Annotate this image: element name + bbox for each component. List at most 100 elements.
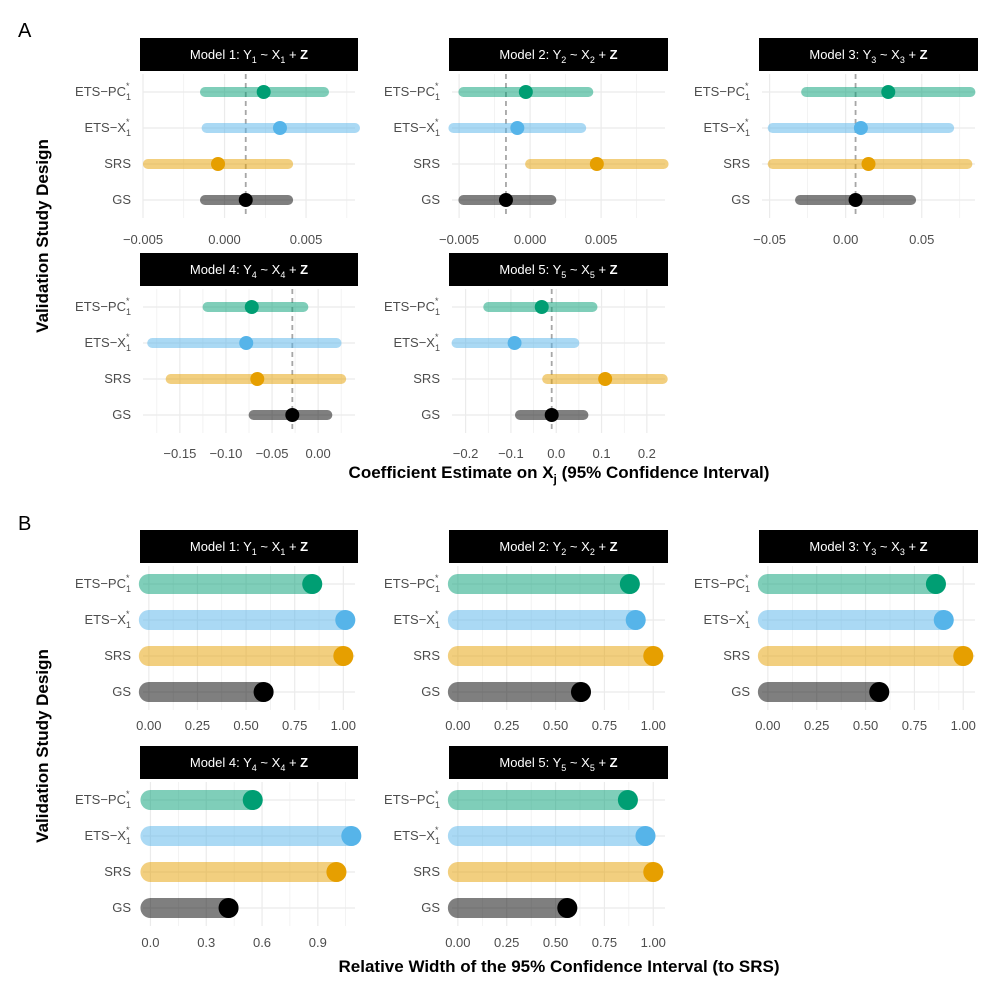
y-tick-label: GS — [421, 684, 440, 699]
x-tick-label: 0.00 — [445, 935, 470, 950]
x-tick-label: 0.0 — [141, 935, 159, 950]
estimate-point — [250, 372, 265, 386]
x-tick-label: 0.00 — [445, 718, 470, 733]
facet-strip-label: Model 3: Y3 ~ X3 + Z — [809, 539, 927, 557]
panel-B: B Validation Study Design Relative Width o… — [18, 513, 978, 976]
y-tick-label: GS — [731, 192, 750, 207]
panel-tag: B — [18, 513, 31, 535]
facet-strip — [449, 530, 668, 563]
facet-model-5: Model 5: Y5 ~ X5 + Z −0.2 −0.1 0.0 0.1 0.2 ETS… — [384, 253, 668, 461]
x-tick-label: −0.05 — [256, 446, 289, 461]
y-tick-label: ETS−PC1* — [75, 81, 131, 102]
y-tick-label: ETS−PC1* — [384, 296, 440, 317]
x-tick-label: 1.00 — [641, 718, 666, 733]
y-tick-label: GS — [112, 684, 131, 699]
facet-strip-label: Model 2: Y2 ~ X2 + Z — [499, 539, 617, 557]
y-tick-label: ETS−X1* — [84, 825, 131, 846]
width-point — [625, 610, 646, 630]
x-tick-label: 0.00 — [305, 446, 330, 461]
y-tick-label: ETS−X1* — [703, 609, 750, 630]
y-axis-title: Validation Study Design — [33, 649, 52, 843]
x-tick-label: 0.00 — [833, 232, 858, 247]
facet-strip-label: Model 1: Y1 ~ X1 + Z — [190, 539, 308, 557]
estimate-point — [510, 121, 525, 135]
estimate-point — [598, 372, 613, 386]
estimate-point — [244, 300, 259, 314]
x-tick-label: −0.2 — [453, 446, 479, 461]
y-tick-label: ETS−PC1* — [694, 81, 750, 102]
x-tick-label: 0.50 — [543, 935, 568, 950]
x-tick-label: −0.005 — [439, 232, 479, 247]
x-tick-label: 0.6 — [253, 935, 271, 950]
panel-A: A Validation Study Design Coefficient Esti… — [18, 20, 978, 486]
x-tick-label: 0.50 — [233, 718, 258, 733]
facet-strip-label: Model 4: Y4 ~ X4 + Z — [190, 755, 308, 773]
facet-strip — [140, 253, 358, 286]
width-point — [869, 682, 890, 702]
facet-model-5: Model 5: Y5 ~ X5 + Z 0.00 0.25 0.50 0.75 1.00… — [384, 746, 668, 950]
facet-model-4: Model 4: Y4 ~ X4 + Z −0.15 −0.10 −0.05 0.00 E… — [75, 253, 358, 461]
y-tick-label: ETS−PC1* — [694, 573, 750, 594]
width-point — [925, 574, 946, 594]
width-point — [242, 790, 263, 810]
estimate-point — [861, 157, 876, 171]
estimate-point — [848, 193, 863, 207]
width-point — [643, 646, 664, 666]
y-tick-label: SRS — [413, 864, 440, 879]
x-tick-label: 0.000 — [208, 232, 241, 247]
facet-strip — [140, 530, 358, 563]
x-tick-label: −0.1 — [498, 446, 524, 461]
width-point — [253, 682, 274, 702]
facet-strip — [759, 530, 978, 563]
facet-strip — [140, 746, 358, 779]
x-tick-label: 0.75 — [902, 718, 927, 733]
width-point — [326, 862, 347, 882]
facet-strip-label: Model 5: Y5 ~ X5 + Z — [499, 755, 617, 773]
estimate-point — [518, 85, 533, 99]
y-tick-label: GS — [112, 900, 131, 915]
y-tick-label: GS — [112, 192, 131, 207]
x-tick-label: 0.000 — [514, 232, 547, 247]
y-tick-label: SRS — [413, 648, 440, 663]
x-tick-label: 0.25 — [804, 718, 829, 733]
facet-strip-label: Model 4: Y4 ~ X4 + Z — [190, 262, 308, 280]
y-tick-label: ETS−X1* — [393, 609, 440, 630]
facet-model-1: Model 1: Y1 ~ X1 + Z 0.00 0.25 0.50 0.75 1.00… — [75, 530, 358, 733]
y-tick-label: ETS−X1* — [393, 117, 440, 138]
facet-strip — [449, 253, 668, 286]
width-point — [335, 610, 356, 630]
y-tick-label: ETS−PC1* — [384, 789, 440, 810]
y-tick-label: GS — [421, 192, 440, 207]
width-point — [617, 790, 638, 810]
estimate-point — [853, 121, 868, 135]
y-tick-label: ETS−X1* — [84, 332, 131, 353]
facet-model-4: Model 4: Y4 ~ X4 + Z 0.0 0.3 0.6 0.9 ETS−PC1*… — [75, 746, 362, 950]
x-tick-label: 0.75 — [592, 718, 617, 733]
x-tick-label: 0.00 — [755, 718, 780, 733]
x-tick-label: 0.50 — [853, 718, 878, 733]
y-tick-label: SRS — [104, 371, 131, 386]
facet-model-2: Model 2: Y2 ~ X2 + Z 0.00 0.25 0.50 0.75 1.00… — [384, 530, 668, 733]
x-tick-label: 0.005 — [585, 232, 618, 247]
estimate-point — [211, 157, 226, 171]
y-tick-label: SRS — [104, 648, 131, 663]
y-tick-label: ETS−PC1* — [384, 573, 440, 594]
y-tick-label: GS — [731, 684, 750, 699]
y-tick-label: SRS — [723, 648, 750, 663]
estimate-point — [881, 85, 896, 99]
estimate-point — [256, 85, 271, 99]
y-tick-label: SRS — [104, 156, 131, 171]
x-tick-label: 1.00 — [951, 718, 976, 733]
estimate-point — [534, 300, 549, 314]
x-axis-title: Coefficient Estimate on Xj (95% Confiden… — [349, 463, 770, 486]
width-point — [570, 682, 591, 702]
y-tick-label: ETS−X1* — [393, 825, 440, 846]
x-axis-title: Relative Width of the 95% Confidence Int… — [339, 957, 780, 976]
y-tick-label: GS — [421, 900, 440, 915]
x-tick-label: 0.2 — [638, 446, 656, 461]
x-tick-label: 0.0 — [547, 446, 565, 461]
estimate-point — [272, 121, 287, 135]
facet-strip — [449, 746, 668, 779]
width-point — [341, 826, 362, 846]
